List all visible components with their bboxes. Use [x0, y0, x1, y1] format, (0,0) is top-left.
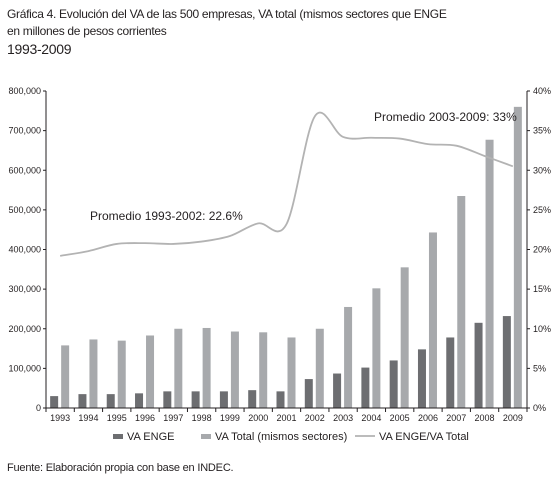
- x-tick-label: 2003: [333, 413, 353, 423]
- bar-va-enge: [50, 396, 59, 408]
- x-tick-label: 1994: [78, 413, 98, 423]
- y-tick-label-right: 0%: [533, 403, 546, 413]
- y-tick-label-left: 500,000: [8, 205, 41, 215]
- y-tick-label-right: 20%: [533, 245, 551, 255]
- x-tick-label: 2001: [276, 413, 296, 423]
- x-tick-label: 2006: [418, 413, 438, 423]
- y-tick-label-left: 200,000: [8, 324, 41, 334]
- chart-title: Gráfica 4. Evolución del VA de las 500 e…: [7, 6, 547, 58]
- bar-va-total: [457, 196, 466, 408]
- bar-va-total: [202, 327, 211, 408]
- x-tick-label: 1993: [50, 413, 70, 423]
- x-tick-label: 2000: [248, 413, 268, 423]
- bar-va-total: [485, 139, 494, 408]
- x-tick-label: 2005: [390, 413, 410, 423]
- bar-va-enge: [163, 391, 172, 408]
- bar-va-enge: [191, 391, 200, 408]
- y-tick-label-left: 0: [36, 403, 41, 413]
- bar-va-enge: [78, 394, 87, 408]
- legend-label-va-enge: VA ENGE: [127, 431, 174, 443]
- bar-va-enge: [361, 367, 370, 408]
- y-tick-label-left: 400,000: [8, 245, 41, 255]
- bar-va-total: [89, 339, 98, 408]
- x-tick-label: 2004: [361, 413, 381, 423]
- bar-va-enge: [276, 391, 285, 408]
- bar-va-enge: [248, 390, 257, 408]
- x-tick-label: 2007: [446, 413, 466, 423]
- bar-va-enge: [446, 337, 455, 408]
- x-tick-label: 1996: [135, 413, 155, 423]
- y-tick-label-left: 800,000: [8, 86, 41, 96]
- title-line-3: 1993-2009: [7, 41, 72, 57]
- bar-va-total: [259, 332, 268, 408]
- legend-swatch-va-total: [201, 434, 211, 439]
- bar-va-total: [146, 335, 155, 408]
- legend-swatch-va-enge: [113, 434, 123, 439]
- x-tick-label: 2008: [475, 413, 495, 423]
- bar-va-total: [344, 306, 353, 408]
- bar-va-total: [428, 232, 437, 408]
- line-va-ratio: [59, 112, 514, 257]
- bar-va-enge: [474, 322, 483, 408]
- y-tick-label-right: 25%: [533, 205, 551, 215]
- bar-va-total: [117, 340, 126, 408]
- bar-va-enge: [219, 391, 228, 408]
- x-tick-label: 1995: [107, 413, 127, 423]
- bar-va-total: [174, 328, 183, 408]
- y-tick-label-right: 30%: [533, 165, 551, 175]
- x-tick-label: 2009: [503, 413, 523, 423]
- legend-label-va-total: VA Total (mismos sectores): [215, 431, 347, 443]
- source-note: Fuente: Elaboración propia con base en I…: [7, 462, 234, 474]
- bar-va-total: [315, 328, 324, 408]
- legend-label-va-ratio: VA ENGE/VA Total: [379, 431, 469, 443]
- bar-va-enge: [106, 394, 115, 408]
- y-tick-label-left: 600,000: [8, 165, 41, 175]
- x-tick-label: 1998: [192, 413, 212, 423]
- y-tick-label-right: 35%: [533, 126, 551, 136]
- bar-va-total: [61, 345, 70, 408]
- annotation-average-1993-2002: Promedio 1993-2002: 22.6%: [90, 209, 243, 223]
- y-tick-label-left: 300,000: [8, 284, 41, 294]
- annotation-average-2003-2009: Promedio 2003-2009: 33%: [374, 110, 517, 124]
- bar-va-enge: [389, 360, 398, 408]
- bar-va-total: [230, 331, 239, 408]
- x-tick-label: 1997: [163, 413, 183, 423]
- x-tick-label: 1999: [220, 413, 240, 423]
- y-tick-label-right: 5%: [533, 363, 546, 373]
- bar-va-enge: [304, 379, 313, 408]
- y-tick-label-left: 100,000: [8, 363, 41, 373]
- bar-va-total: [287, 337, 296, 408]
- title-line-1: Gráfica 4. Evolución del VA de las 500 e…: [7, 7, 447, 21]
- bar-va-enge: [135, 393, 144, 408]
- bar-va-enge: [333, 373, 342, 408]
- y-tick-label-right: 15%: [533, 284, 551, 294]
- x-tick-label: 2002: [305, 413, 325, 423]
- bar-va-enge: [417, 349, 426, 408]
- bar-va-enge: [502, 316, 511, 408]
- bar-va-total: [400, 267, 409, 408]
- y-tick-label-right: 40%: [533, 86, 551, 96]
- bar-va-total: [513, 106, 522, 408]
- bar-va-total: [372, 288, 381, 408]
- y-tick-label-left: 700,000: [8, 126, 41, 136]
- y-tick-label-right: 10%: [533, 324, 551, 334]
- title-line-2: en millones de pesos corrientes: [7, 24, 167, 38]
